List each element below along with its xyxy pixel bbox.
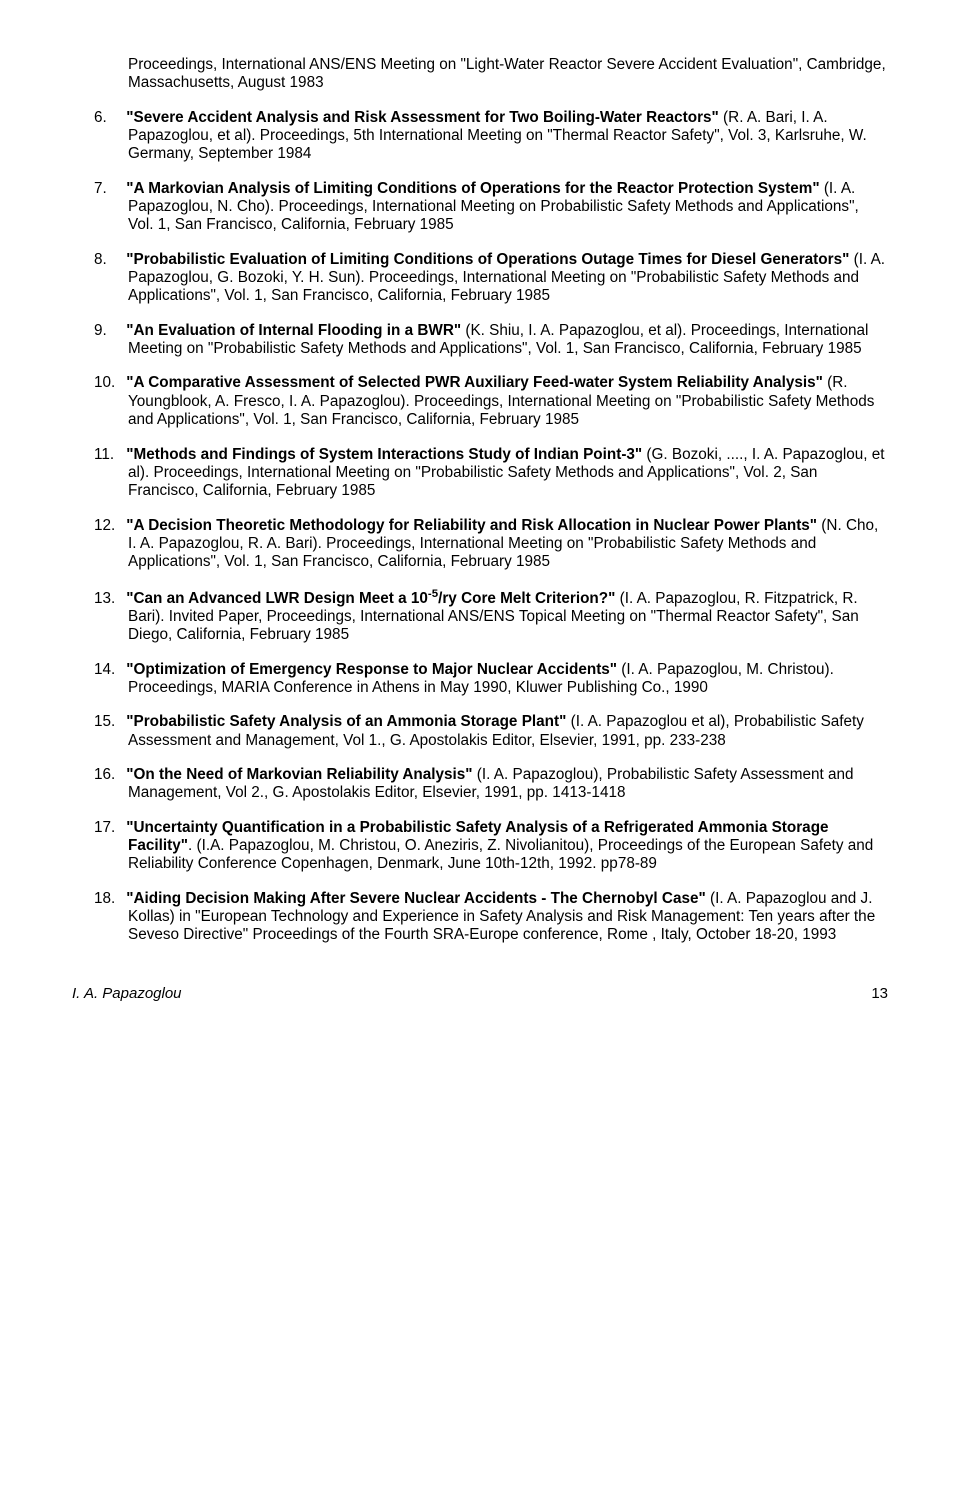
intro-paragraph: Proceedings, International ANS/ENS Meeti…: [128, 56, 888, 93]
reference-number: 15.: [94, 713, 122, 731]
reference-number: 12.: [94, 517, 122, 535]
footer-author: I. A. Papazoglou: [72, 985, 182, 1002]
reference-title: "On the Need of Markovian Reliability An…: [126, 766, 472, 783]
reference-title: "A Decision Theoretic Methodology for Re…: [126, 517, 817, 534]
reference-item: 8. "Probabilistic Evaluation of Limiting…: [72, 251, 888, 306]
reference-list: 6. "Severe Accident Analysis and Risk As…: [72, 109, 888, 945]
reference-number: 10.: [94, 374, 122, 392]
reference-citation: . (I.A. Papazoglou, M. Christou, O. Anez…: [128, 837, 873, 872]
reference-title: "Aiding Decision Making After Severe Nuc…: [126, 890, 706, 907]
reference-number: 16.: [94, 766, 122, 784]
reference-title: "Optimization of Emergency Response to M…: [126, 661, 617, 678]
reference-number: 13.: [94, 590, 122, 608]
reference-title: "Methods and Findings of System Interact…: [126, 446, 642, 463]
reference-item: 16. "On the Need of Markovian Reliabilit…: [72, 766, 888, 803]
reference-number: 14.: [94, 661, 122, 679]
reference-number: 17.: [94, 819, 122, 837]
reference-item: 9. "An Evaluation of Internal Flooding i…: [72, 322, 888, 359]
reference-number: 9.: [94, 322, 122, 340]
reference-number: 7.: [94, 180, 122, 198]
reference-title: "Can an Advanced LWR Design Meet a 10: [126, 590, 428, 607]
superscript: -5: [428, 588, 438, 600]
reference-item: 15. "Probabilistic Safety Analysis of an…: [72, 713, 888, 750]
reference-item: 7. "A Markovian Analysis of Limiting Con…: [72, 180, 888, 235]
reference-number: 18.: [94, 890, 122, 908]
reference-title: "Probabilistic Safety Analysis of an Amm…: [126, 713, 566, 730]
footer-page-number: 13: [871, 985, 888, 1003]
reference-number: 11.: [94, 446, 122, 464]
reference-number: 6.: [94, 109, 122, 127]
reference-item: 17. "Uncertainty Quantification in a Pro…: [72, 819, 888, 874]
reference-item: 14. "Optimization of Emergency Response …: [72, 661, 888, 698]
reference-number: 8.: [94, 251, 122, 269]
reference-title: "An Evaluation of Internal Flooding in a…: [126, 322, 461, 339]
reference-title: "Severe Accident Analysis and Risk Asses…: [126, 109, 719, 126]
reference-title: "Probabilistic Evaluation of Limiting Co…: [126, 251, 849, 268]
reference-title: "A Comparative Assessment of Selected PW…: [126, 374, 823, 391]
reference-item: 10. "A Comparative Assessment of Selecte…: [72, 374, 888, 429]
reference-title: "A Markovian Analysis of Limiting Condit…: [126, 180, 819, 197]
page-footer: I. A. Papazoglou 13: [72, 985, 888, 1003]
reference-item: 6. "Severe Accident Analysis and Risk As…: [72, 109, 888, 164]
reference-item: 12. "A Decision Theoretic Methodology fo…: [72, 517, 888, 572]
reference-item: 18. "Aiding Decision Making After Severe…: [72, 890, 888, 945]
reference-item: 11. "Methods and Findings of System Inte…: [72, 446, 888, 501]
reference-item: 13. "Can an Advanced LWR Design Meet a 1…: [72, 588, 888, 645]
reference-title: /ry Core Melt Criterion?": [438, 590, 615, 607]
